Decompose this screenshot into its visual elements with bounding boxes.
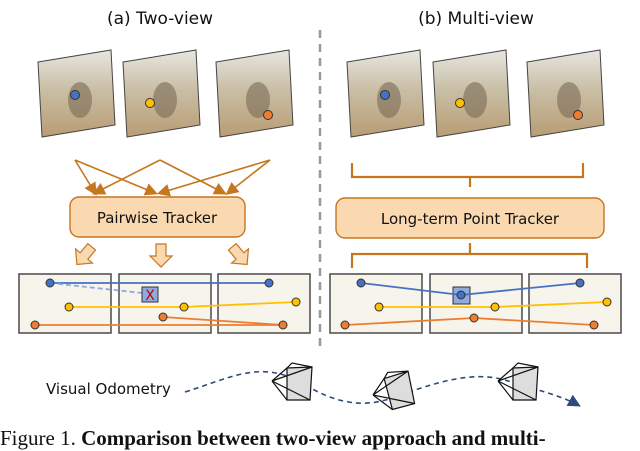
- two-view-points: [30, 278, 301, 330]
- video-frame: [122, 49, 201, 138]
- caption: Figure 1. Comparison between two-view ap…: [0, 426, 640, 451]
- caption-title: Comparison between two-view approach and…: [81, 426, 546, 450]
- query-point: [573, 110, 583, 120]
- pairwise-tracker-label: Pairwise Tracker: [97, 209, 218, 227]
- multi-view-points: [340, 278, 612, 330]
- query-point: [455, 98, 465, 108]
- top-brace: [350, 163, 585, 187]
- camera-frustum: [497, 362, 539, 401]
- camera-frustum: [271, 362, 313, 401]
- video-frame: [432, 49, 511, 138]
- query-point: [70, 90, 80, 100]
- long-term-tracker-box: [335, 197, 605, 239]
- camera-frustum: [372, 370, 416, 411]
- long-term-tracker-label: Long-term Point Tracker: [381, 210, 560, 228]
- pairwise-arrows: [74, 159, 271, 197]
- query-point: [380, 90, 390, 100]
- failed-track-marker: [141, 286, 159, 303]
- pairwise-tracker-box: [69, 196, 246, 238]
- video-frame: [526, 49, 605, 138]
- bottom-brace: [350, 243, 589, 268]
- x-icon: X: [145, 288, 155, 304]
- query-point: [263, 110, 273, 120]
- video-frame: [215, 49, 294, 138]
- caption-prefix: Figure 1.: [0, 426, 76, 450]
- video-frame: [37, 49, 116, 138]
- right-panel-title: (b) Multi-view: [418, 9, 534, 29]
- output-arrows: [74, 242, 250, 268]
- visual-odometry-label: Visual Odometry: [46, 380, 171, 398]
- video-frame: [346, 49, 425, 138]
- query-point: [145, 98, 155, 108]
- left-panel-title: (a) Two-view: [107, 9, 213, 29]
